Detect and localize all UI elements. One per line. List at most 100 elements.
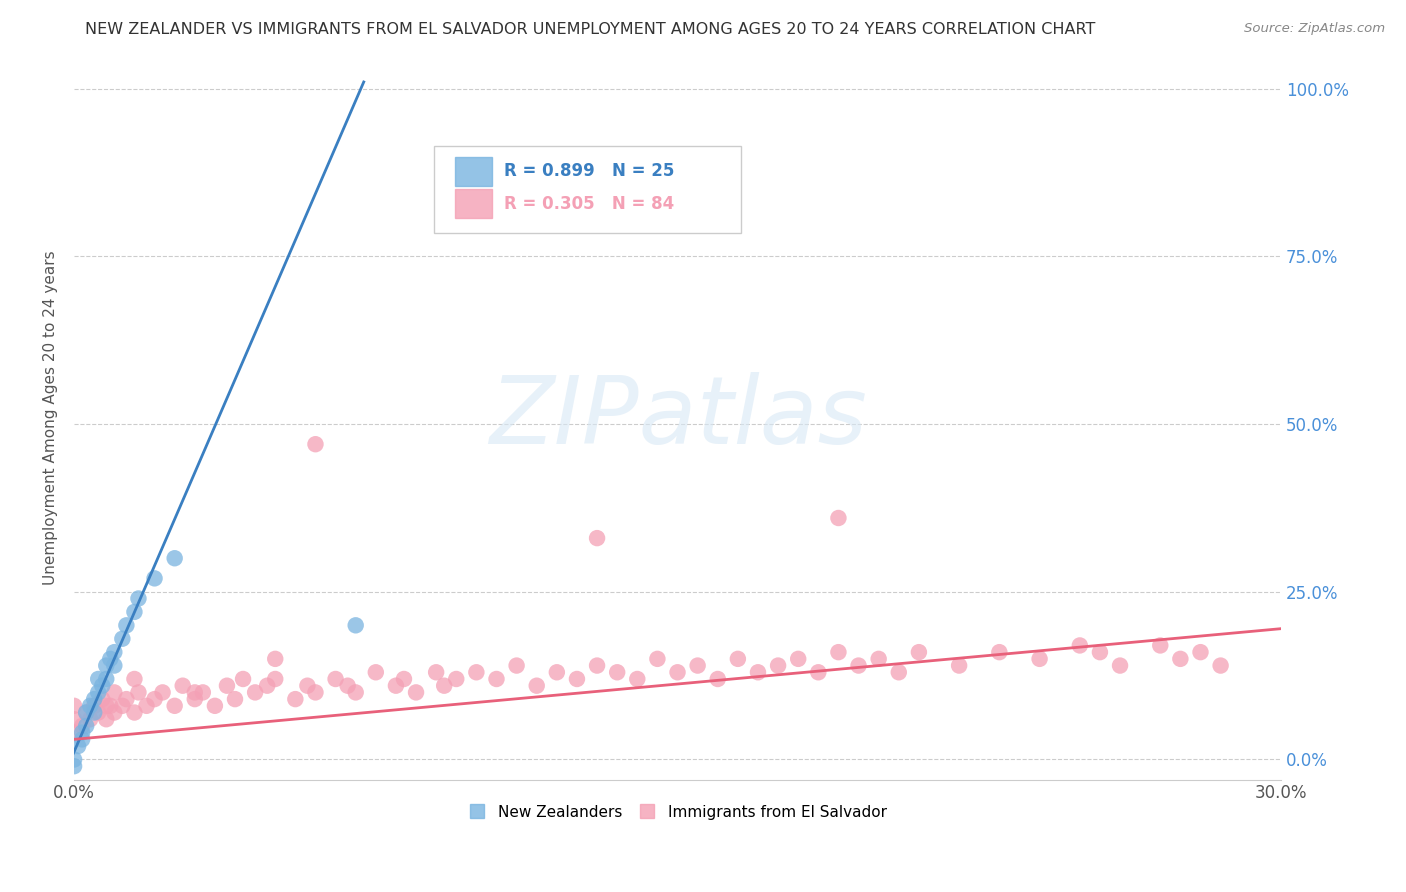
Point <box>747 665 769 680</box>
Point <box>546 665 568 680</box>
Point <box>626 672 648 686</box>
Point <box>405 685 427 699</box>
Point <box>96 698 118 713</box>
Point <box>727 652 749 666</box>
Point <box>586 658 609 673</box>
Point <box>1028 652 1050 666</box>
Point <box>1149 639 1171 653</box>
Point <box>297 679 319 693</box>
Point <box>87 685 110 699</box>
Point <box>1170 652 1192 666</box>
Point <box>115 618 138 632</box>
Point <box>465 665 488 680</box>
Point <box>70 719 93 733</box>
Point <box>392 672 415 686</box>
Legend: New Zealanders, Immigrants from El Salvador: New Zealanders, Immigrants from El Salva… <box>461 798 894 826</box>
Point <box>63 725 86 739</box>
Text: R = 0.305   N = 84: R = 0.305 N = 84 <box>503 194 673 212</box>
Point <box>304 685 326 699</box>
Point <box>1069 639 1091 653</box>
Point <box>364 665 387 680</box>
Point <box>215 679 238 693</box>
Text: R = 0.899   N = 25: R = 0.899 N = 25 <box>503 162 673 180</box>
Bar <box>456 189 492 219</box>
Point <box>163 551 186 566</box>
Point <box>75 719 97 733</box>
Point <box>91 692 114 706</box>
Point <box>666 665 689 680</box>
Point <box>111 698 134 713</box>
Text: ZIPatlas: ZIPatlas <box>489 372 866 463</box>
Point <box>75 706 97 720</box>
Point <box>124 605 146 619</box>
Point <box>446 672 468 686</box>
Point <box>807 665 830 680</box>
Point <box>152 685 174 699</box>
Bar <box>456 157 492 186</box>
Point <box>127 591 149 606</box>
Point <box>124 672 146 686</box>
Point <box>988 645 1011 659</box>
Point <box>63 712 86 726</box>
Point <box>565 672 588 686</box>
Point <box>75 706 97 720</box>
Point <box>115 692 138 706</box>
Point <box>172 679 194 693</box>
Point <box>256 679 278 693</box>
Point <box>143 571 166 585</box>
Point <box>70 725 93 739</box>
Point <box>191 685 214 699</box>
Point <box>87 706 110 720</box>
Point <box>103 645 125 659</box>
Point <box>264 672 287 686</box>
Point <box>344 618 367 632</box>
Point <box>325 672 347 686</box>
Point <box>103 706 125 720</box>
Point <box>647 652 669 666</box>
Point <box>63 759 86 773</box>
Point <box>79 712 101 726</box>
Point <box>1209 658 1232 673</box>
Point <box>63 752 86 766</box>
Point <box>124 706 146 720</box>
Point <box>706 672 728 686</box>
Point <box>96 712 118 726</box>
Point <box>103 658 125 673</box>
Point <box>127 685 149 699</box>
Point <box>96 672 118 686</box>
Point <box>67 739 90 753</box>
Y-axis label: Unemployment Among Ages 20 to 24 years: Unemployment Among Ages 20 to 24 years <box>44 250 58 584</box>
Point <box>827 645 849 659</box>
Point <box>526 679 548 693</box>
Point <box>243 685 266 699</box>
Point <box>606 665 628 680</box>
Text: NEW ZEALANDER VS IMMIGRANTS FROM EL SALVADOR UNEMPLOYMENT AMONG AGES 20 TO 24 YE: NEW ZEALANDER VS IMMIGRANTS FROM EL SALV… <box>86 22 1095 37</box>
Point <box>385 679 408 693</box>
Point <box>586 531 609 545</box>
Point <box>135 698 157 713</box>
Point <box>83 692 105 706</box>
Point <box>63 698 86 713</box>
Point <box>948 658 970 673</box>
Point <box>184 685 207 699</box>
FancyBboxPatch shape <box>433 145 741 233</box>
Point <box>344 685 367 699</box>
Point <box>79 698 101 713</box>
Point <box>1088 645 1111 659</box>
Point <box>868 652 890 666</box>
Point <box>848 658 870 673</box>
Point <box>787 652 810 666</box>
Text: Source: ZipAtlas.com: Source: ZipAtlas.com <box>1244 22 1385 36</box>
Point <box>827 511 849 525</box>
Point <box>336 679 359 693</box>
Point <box>184 692 207 706</box>
Point <box>908 645 931 659</box>
Point <box>284 692 307 706</box>
Point <box>1189 645 1212 659</box>
Point <box>91 679 114 693</box>
Point <box>766 658 789 673</box>
Point <box>103 685 125 699</box>
Point <box>70 732 93 747</box>
Point <box>87 672 110 686</box>
Point <box>143 692 166 706</box>
